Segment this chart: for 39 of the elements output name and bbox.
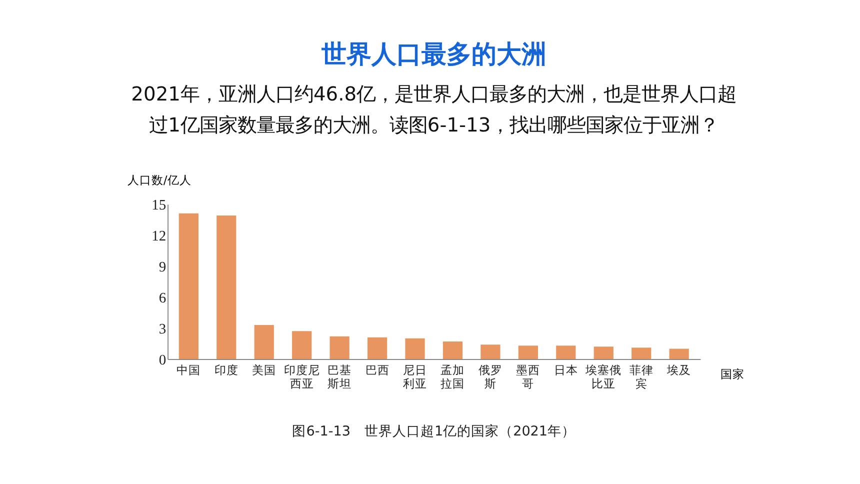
bar xyxy=(405,338,425,360)
x-tick-label: 中国 xyxy=(176,363,201,378)
x-tick-label: 尼日利亚 xyxy=(403,363,428,391)
bar xyxy=(518,346,538,360)
bar xyxy=(594,346,614,360)
y-tick-label: 0 xyxy=(158,352,166,368)
x-tick-label: 菲律宾 xyxy=(629,363,654,391)
x-axis-title: 国家 xyxy=(720,366,744,381)
bar xyxy=(442,341,463,360)
x-tick-label: 印度尼西亚 xyxy=(284,363,320,391)
x-tick-label: 日本 xyxy=(554,363,578,378)
bar xyxy=(367,337,388,360)
x-tick-label: 孟加拉国 xyxy=(440,363,465,391)
x-tick-label: 美国 xyxy=(252,363,276,378)
bar xyxy=(480,344,500,360)
x-tick-label: 墨西哥 xyxy=(516,363,540,391)
bar xyxy=(330,336,350,360)
y-tick-label: 6 xyxy=(158,290,166,306)
x-tick-label: 俄罗斯 xyxy=(478,363,502,391)
bar xyxy=(216,215,236,360)
bar xyxy=(254,324,274,360)
y-tick-label: 9 xyxy=(158,259,166,276)
chart-title: 世界人口最多的大洲 xyxy=(320,40,546,69)
y-tick-label: 3 xyxy=(158,321,166,338)
x-tick-label: 印度 xyxy=(214,363,238,378)
y-tick-label: 12 xyxy=(152,228,166,244)
x-tick-label: 巴基斯坦 xyxy=(328,363,352,391)
y-tick-label: 15 xyxy=(152,197,166,214)
bar xyxy=(632,348,652,360)
bar xyxy=(556,346,576,360)
bar xyxy=(292,331,312,360)
caption: 图6-1-13 世界人口超1亿的国家（2021年） xyxy=(292,424,576,440)
x-tick-label: 埃塞俄比亚 xyxy=(584,363,622,391)
x-tick-label: 埃及 xyxy=(666,363,692,378)
x-tick-label: 巴西 xyxy=(365,363,390,378)
bar xyxy=(669,348,689,360)
bar xyxy=(178,213,198,360)
y-axis-title: 人口数/亿人 xyxy=(127,173,192,188)
chart-subtitle: 2021年，亚洲人口约46.8亿，是世界人口最多的大洲，也是世界人口超过1亿国家数量最多的大洲。读图6-1-13，找出哪些国家位于亚洲？ xyxy=(131,82,737,136)
